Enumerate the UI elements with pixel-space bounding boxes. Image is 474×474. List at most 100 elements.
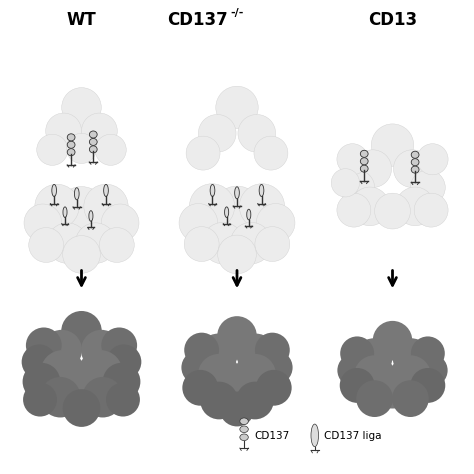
Circle shape (59, 363, 104, 408)
Ellipse shape (67, 141, 75, 148)
Circle shape (414, 193, 448, 227)
Ellipse shape (225, 207, 228, 218)
Circle shape (198, 115, 236, 152)
Circle shape (47, 223, 88, 264)
Circle shape (354, 356, 395, 397)
Circle shape (355, 338, 392, 376)
Ellipse shape (67, 149, 75, 156)
Ellipse shape (240, 418, 248, 425)
Circle shape (239, 184, 284, 229)
Circle shape (340, 170, 374, 205)
Ellipse shape (247, 209, 251, 220)
Circle shape (255, 333, 290, 367)
Circle shape (238, 115, 276, 152)
Circle shape (236, 382, 274, 419)
Circle shape (26, 328, 62, 363)
Circle shape (81, 330, 121, 370)
Circle shape (254, 136, 288, 170)
Circle shape (66, 133, 97, 164)
Circle shape (255, 227, 290, 262)
Circle shape (82, 113, 117, 149)
Circle shape (103, 363, 140, 401)
Circle shape (218, 235, 256, 274)
Circle shape (415, 354, 447, 387)
Circle shape (356, 380, 393, 417)
Ellipse shape (360, 150, 368, 157)
Ellipse shape (210, 184, 215, 197)
Circle shape (179, 203, 218, 242)
Circle shape (106, 383, 140, 417)
Ellipse shape (90, 131, 97, 138)
Circle shape (186, 136, 220, 170)
Circle shape (259, 351, 292, 384)
Circle shape (337, 193, 371, 227)
Circle shape (62, 88, 101, 127)
Circle shape (190, 184, 235, 229)
Text: WT: WT (67, 11, 96, 29)
Circle shape (23, 363, 60, 401)
Circle shape (22, 345, 56, 379)
Circle shape (216, 368, 258, 410)
Circle shape (340, 337, 374, 370)
Ellipse shape (74, 188, 79, 200)
Circle shape (40, 350, 85, 394)
Circle shape (411, 337, 445, 370)
Circle shape (63, 389, 100, 427)
Circle shape (410, 368, 445, 403)
Circle shape (29, 228, 64, 263)
Ellipse shape (104, 184, 109, 197)
Circle shape (351, 187, 389, 226)
Circle shape (354, 150, 392, 188)
Ellipse shape (90, 146, 97, 153)
Ellipse shape (90, 138, 97, 146)
Text: CD137: CD137 (167, 11, 228, 29)
Circle shape (35, 184, 79, 228)
Circle shape (417, 144, 448, 175)
Circle shape (78, 350, 122, 394)
Ellipse shape (259, 184, 264, 197)
Circle shape (374, 193, 410, 229)
Ellipse shape (235, 187, 239, 199)
Circle shape (100, 228, 134, 263)
Circle shape (75, 223, 116, 264)
Circle shape (61, 311, 102, 352)
Circle shape (198, 334, 238, 373)
Circle shape (41, 330, 82, 370)
Circle shape (82, 377, 123, 418)
Text: CD137: CD137 (255, 431, 290, 441)
Circle shape (217, 316, 257, 356)
Text: -/-: -/- (230, 8, 243, 18)
Circle shape (182, 351, 215, 384)
Circle shape (340, 368, 374, 403)
Circle shape (63, 236, 100, 273)
Circle shape (40, 377, 81, 418)
Ellipse shape (240, 434, 248, 440)
Ellipse shape (360, 158, 368, 165)
Ellipse shape (67, 134, 75, 141)
Ellipse shape (52, 184, 56, 197)
Circle shape (390, 356, 431, 397)
Ellipse shape (89, 210, 93, 221)
Circle shape (256, 370, 292, 406)
Circle shape (182, 370, 218, 406)
Circle shape (337, 144, 368, 175)
Circle shape (57, 187, 106, 236)
Ellipse shape (240, 426, 248, 433)
Circle shape (101, 204, 139, 242)
Circle shape (392, 380, 429, 417)
Circle shape (371, 124, 414, 166)
Ellipse shape (311, 424, 319, 447)
Circle shape (24, 204, 62, 242)
Circle shape (256, 203, 295, 242)
Circle shape (46, 113, 82, 149)
Circle shape (337, 354, 370, 387)
Circle shape (331, 169, 359, 197)
Circle shape (200, 382, 238, 419)
Circle shape (230, 222, 272, 264)
Circle shape (202, 222, 244, 264)
Circle shape (23, 383, 57, 417)
Circle shape (393, 150, 431, 188)
Circle shape (184, 227, 219, 262)
Ellipse shape (411, 166, 419, 173)
Text: CD13: CD13 (368, 11, 417, 29)
